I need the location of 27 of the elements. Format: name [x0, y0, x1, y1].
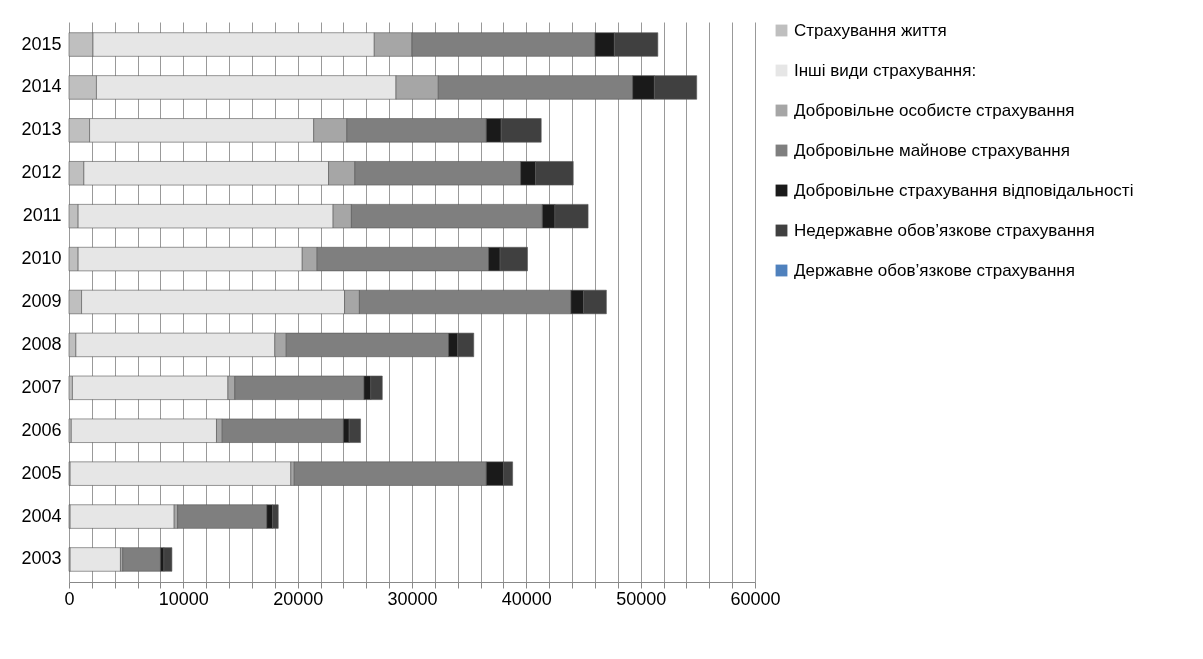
y-tick-label: 2011: [22, 205, 62, 226]
y-tick-label: 2013: [21, 119, 62, 140]
y-tick-label: 2015: [21, 33, 62, 54]
x-tick-label: 0: [64, 588, 75, 609]
x-tick-label: 30000: [387, 588, 438, 609]
y-tick-label: 2006: [21, 419, 62, 440]
y-tick-label: 2009: [21, 291, 62, 311]
y-tick-label: 2003: [21, 548, 62, 569]
x-tick-label: 40000: [501, 588, 552, 609]
legend-label: Добровільне особисте страхування: [794, 100, 1075, 120]
legend-label: Добровільне страхування відповідальності: [794, 180, 1134, 200]
x-tick-label: 20000: [273, 588, 324, 609]
x-tick-label: 60000: [730, 588, 781, 609]
x-tick-label: 10000: [158, 588, 209, 609]
y-tick-label: 2004: [21, 505, 62, 526]
y-tick-label: 2008: [21, 333, 62, 354]
y-tick-label: 2005: [21, 462, 62, 483]
x-tick-label: 50000: [616, 588, 667, 609]
legend-label: Недержавне обов’язкове страхування: [794, 220, 1095, 240]
y-tick-label: 2012: [21, 162, 62, 183]
legend-label: Страхування життя: [794, 20, 947, 40]
y-tick-label: 2010: [21, 248, 62, 269]
legend-label: Добровільне майнове страхування: [794, 140, 1070, 160]
y-tick-label: 2007: [21, 376, 62, 397]
legend-label: Державне обов’язкове страхування: [794, 260, 1075, 280]
y-tick-label: 2014: [21, 76, 62, 97]
legend-label: Інші види страхування:: [794, 60, 977, 80]
